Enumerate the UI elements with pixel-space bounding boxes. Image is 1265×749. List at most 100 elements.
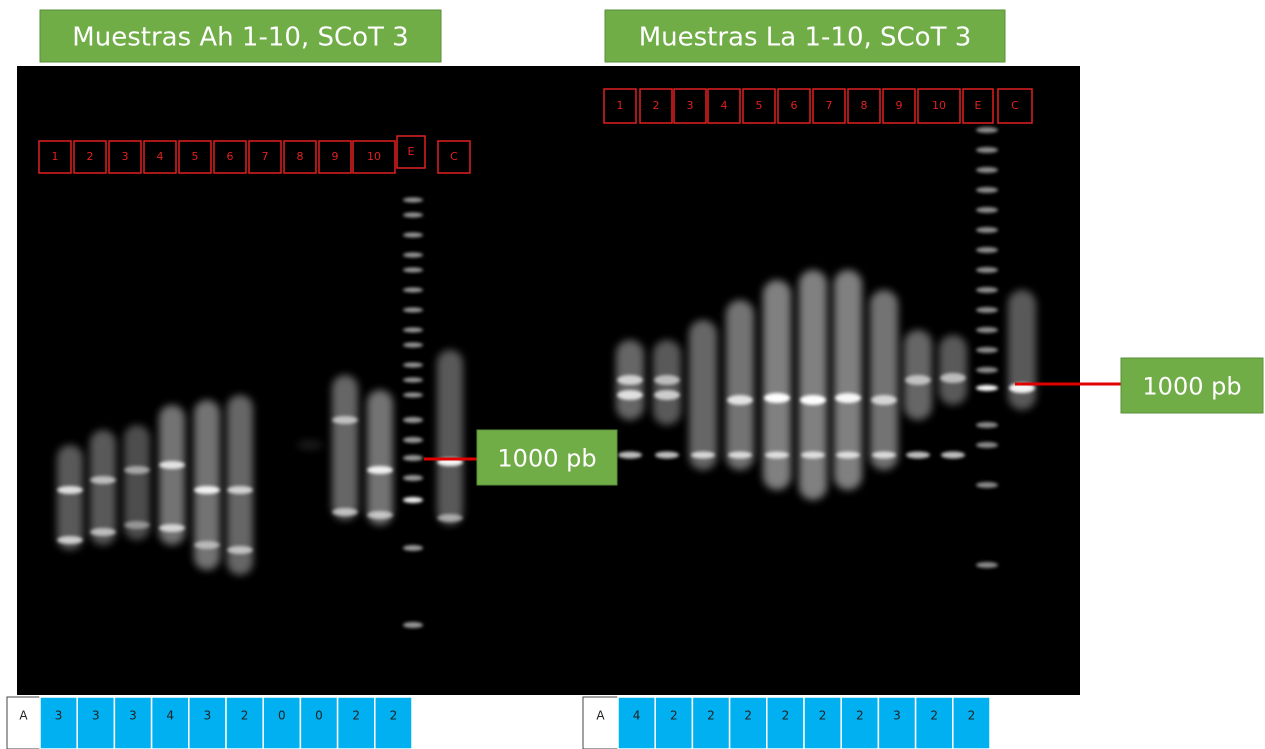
count-cell	[300, 697, 337, 749]
band	[940, 373, 966, 383]
count: 2	[856, 709, 864, 723]
band	[976, 422, 998, 428]
count: 4	[633, 709, 641, 723]
smear	[297, 440, 323, 450]
lane-label: 9	[896, 99, 903, 112]
lane-label: 3	[687, 99, 694, 112]
table-label: A	[596, 709, 605, 723]
count-cell	[338, 697, 375, 749]
band	[976, 207, 998, 213]
band	[90, 528, 116, 536]
count-cell	[226, 697, 263, 749]
band	[617, 390, 643, 400]
band	[800, 395, 826, 405]
band	[403, 455, 423, 461]
lane-label: 2	[87, 150, 94, 163]
count-cell	[40, 697, 77, 749]
band	[194, 541, 220, 549]
count: 3	[204, 709, 212, 723]
page: {"left": {"title": "Muestras Ah 1-10, SC…	[0, 0, 1265, 749]
lane-label: 6	[791, 99, 798, 112]
band	[618, 452, 642, 459]
count-cell	[916, 697, 953, 749]
smear	[90, 430, 116, 545]
count: 2	[782, 709, 790, 723]
marker-label: 1000 pb	[497, 445, 596, 473]
count-cell	[77, 697, 114, 749]
band	[403, 213, 423, 218]
band	[976, 287, 998, 293]
band	[976, 167, 998, 173]
band	[941, 452, 965, 459]
band	[124, 466, 150, 474]
count: 2	[968, 709, 976, 723]
lane-label: 8	[297, 150, 304, 163]
band	[227, 486, 253, 494]
smear	[799, 270, 827, 500]
count: 2	[707, 709, 715, 723]
count-cell	[618, 697, 655, 749]
band	[976, 187, 998, 193]
lane-label: 5	[756, 99, 763, 112]
band	[332, 508, 358, 516]
band	[403, 268, 423, 273]
lane-label: 7	[826, 99, 833, 112]
band	[976, 367, 998, 373]
lane-label: E	[975, 99, 982, 112]
band	[403, 437, 423, 443]
band	[976, 385, 998, 391]
band	[403, 393, 423, 398]
count: 2	[819, 709, 827, 723]
band	[906, 452, 930, 459]
lane-label: 1	[52, 150, 59, 163]
count-cell	[114, 697, 151, 749]
band	[976, 347, 998, 353]
band	[403, 288, 423, 293]
band	[403, 328, 423, 333]
count-cell	[375, 697, 412, 749]
band	[691, 452, 715, 459]
lane-label: C	[1011, 99, 1019, 112]
count-cell	[655, 697, 692, 749]
band	[976, 327, 998, 333]
smear	[689, 320, 717, 470]
table-label: A	[19, 709, 28, 723]
count: 3	[92, 709, 100, 723]
band	[367, 466, 393, 474]
band	[976, 247, 998, 253]
band	[976, 147, 998, 153]
lane-label: 10	[932, 99, 946, 112]
band	[159, 524, 185, 532]
band	[655, 452, 679, 459]
count: 0	[315, 709, 323, 723]
band	[976, 482, 998, 488]
lane-label: 10	[367, 150, 381, 163]
smear	[367, 390, 393, 525]
band	[403, 253, 423, 258]
lane-label: 1	[617, 99, 624, 112]
band	[976, 562, 998, 568]
figure: Muestras Ah 1-10, SCoT 312345678910EC100…	[0, 0, 1265, 749]
lane-label: 6	[227, 150, 234, 163]
band	[194, 486, 220, 494]
band	[727, 395, 753, 405]
band	[124, 521, 150, 529]
count: 3	[55, 709, 63, 723]
band	[801, 452, 825, 459]
lane-label: 7	[262, 150, 269, 163]
band	[437, 514, 463, 522]
band	[976, 227, 998, 233]
count: 2	[670, 709, 678, 723]
band	[836, 452, 860, 459]
smear	[332, 375, 358, 520]
title: Muestras La 1-10, SCoT 3	[639, 23, 972, 53]
band	[403, 417, 423, 423]
count-cell	[841, 697, 878, 749]
count: 3	[893, 709, 901, 723]
band	[403, 622, 423, 628]
band	[764, 393, 790, 403]
table-label-cell	[7, 697, 40, 749]
band	[976, 442, 998, 448]
band	[403, 343, 423, 348]
lane-label: 4	[157, 150, 164, 163]
